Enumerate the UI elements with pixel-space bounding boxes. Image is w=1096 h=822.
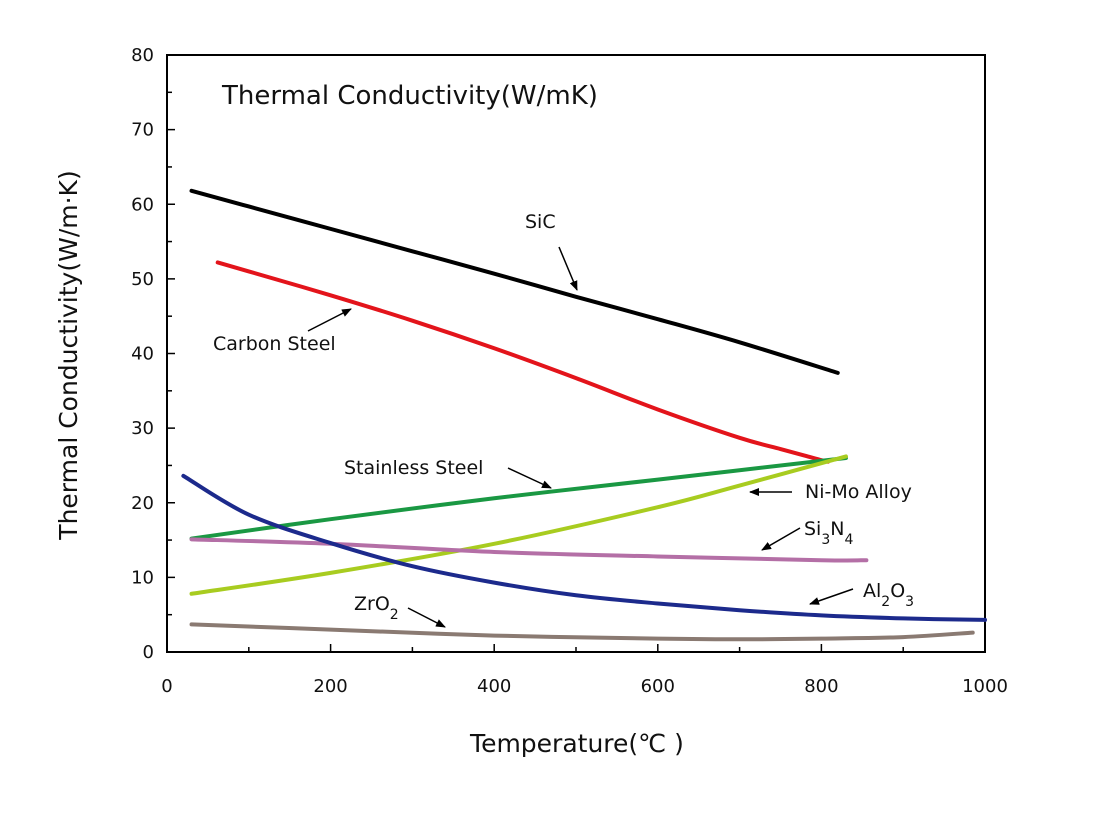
series-line-si3n4 [189, 537, 869, 563]
annotation-ni-mo-alloy: Ni-Mo Alloy [749, 481, 912, 503]
annotation-zro2: ZrO2 [354, 593, 446, 628]
x-tick-label: 0 [161, 676, 172, 697]
axis-ticks: 0 200 400 600 800 1000 0 10 20 30 40 50 60 70 80 [131, 45, 1008, 697]
annotation-zro2-label: ZrO2 [354, 593, 399, 623]
y-tick-label: 40 [131, 344, 154, 365]
annotation-al2o3-label: Al2O3 [863, 580, 914, 610]
annotation-carbon-steel: Carbon Steel [213, 308, 352, 355]
y-tick-label: 80 [131, 45, 154, 66]
annotation-sic: SiC [525, 211, 578, 291]
y-tick-label: 50 [131, 269, 154, 290]
annotation-stainless-steel-label: Stainless Steel [344, 457, 483, 479]
series-line-ni-mo-alloy [189, 454, 848, 596]
y-tick-label: 20 [131, 493, 154, 514]
annotation-stainless-steel-arrow [507, 467, 552, 489]
series-layer [181, 188, 987, 642]
annotation-ni-mo-alloy-label: Ni-Mo Alloy [805, 481, 912, 503]
x-tick-label: 600 [641, 676, 675, 697]
annotation-al2o3: Al2O3 [809, 580, 914, 610]
series-line-zro2 [189, 622, 975, 642]
y-tick-label: 0 [143, 642, 154, 663]
series-line-carbon-steel [215, 260, 830, 464]
series-line-stainless-steel [189, 455, 848, 541]
annotation-sic-arrow [558, 246, 578, 291]
y-tick-label: 10 [131, 567, 154, 588]
y-tick-label: 60 [131, 194, 154, 215]
x-tick-label: 1000 [962, 676, 1008, 697]
y-axis-title: Thermal Conductivity(W/m·K) [54, 170, 83, 540]
x-tick-label: 800 [804, 676, 838, 697]
annotation-stainless-steel: Stainless Steel [344, 457, 552, 489]
annotation-sic-label: SiC [525, 211, 556, 233]
annotation-si3n4: Si3N4 [761, 518, 853, 551]
chart-title: Thermal Conductivity(W/mK) [221, 81, 598, 111]
series-line-sic [189, 188, 840, 375]
x-tick-label: 200 [313, 676, 347, 697]
y-tick-label: 70 [131, 120, 154, 141]
annotation-si3n4-arrow [761, 527, 801, 551]
x-axis-title: Temperature(℃ ) [469, 729, 684, 758]
series-line-al2o3 [181, 473, 987, 622]
annotation-si3n4-label: Si3N4 [804, 518, 853, 548]
y-tick-label: 30 [131, 418, 154, 439]
annotation-carbon-steel-arrow [307, 308, 352, 332]
annotation-al2o3-arrow [809, 588, 854, 605]
annotation-zro2-arrow [407, 607, 446, 628]
annotation-carbon-steel-label: Carbon Steel [213, 333, 336, 355]
x-tick-label: 400 [477, 676, 511, 697]
